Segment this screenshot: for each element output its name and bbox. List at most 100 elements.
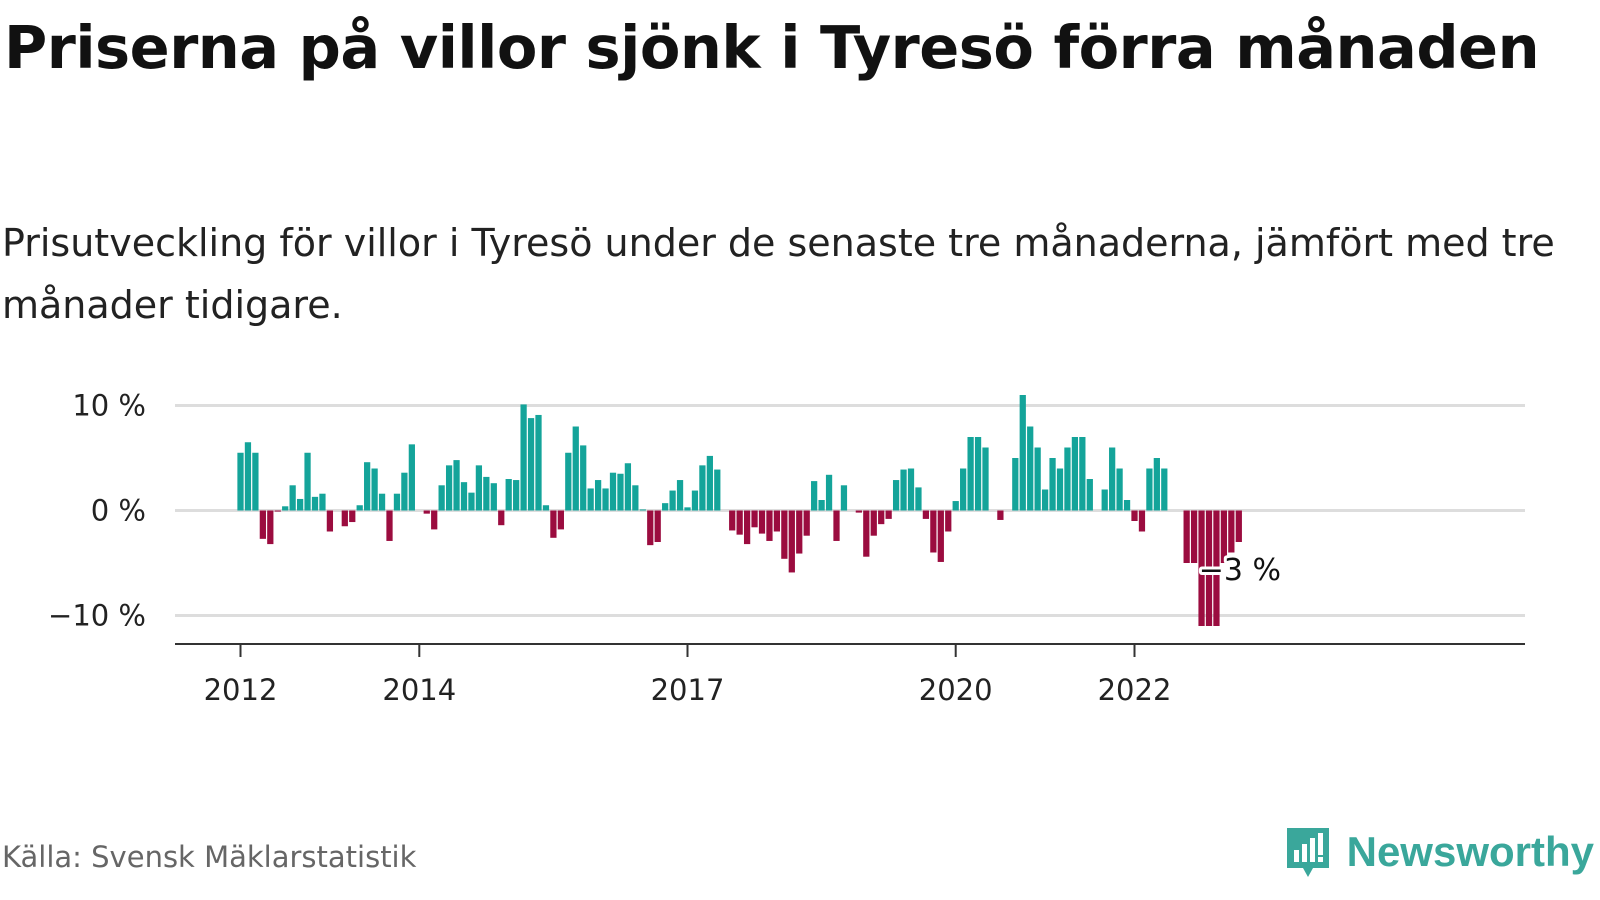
bar xyxy=(1235,510,1242,542)
bar xyxy=(520,404,527,511)
bar xyxy=(1027,426,1034,511)
bar xyxy=(483,476,490,511)
bar xyxy=(393,493,401,511)
bar xyxy=(818,500,825,511)
bar xyxy=(505,479,512,511)
bar xyxy=(714,469,721,511)
bar xyxy=(654,510,661,542)
bar xyxy=(386,510,393,541)
bar xyxy=(803,510,810,536)
bar xyxy=(855,510,862,513)
x-tick-label: 2022 xyxy=(1098,673,1172,707)
bar xyxy=(766,510,773,541)
bar xyxy=(1012,458,1019,511)
source-note: Källa: Svensk Mäklarstatistik xyxy=(2,840,417,874)
bar xyxy=(729,510,736,531)
bar xyxy=(326,510,334,532)
bar xyxy=(341,510,348,527)
bar xyxy=(781,510,788,559)
bar xyxy=(952,501,959,511)
bar xyxy=(267,510,274,545)
bar xyxy=(1086,479,1093,511)
bar xyxy=(252,452,259,511)
bar xyxy=(900,469,907,511)
bar xyxy=(1213,510,1220,626)
bar xyxy=(296,498,304,511)
chart-subtitle: Prisutveckling för villor i Tyresö under… xyxy=(2,221,1555,327)
bar xyxy=(1056,468,1064,511)
bar xyxy=(542,505,550,511)
bar xyxy=(1183,510,1190,563)
bar xyxy=(237,452,244,511)
x-tick-label: 2012 xyxy=(204,673,278,707)
bar xyxy=(997,510,1004,520)
bar xyxy=(684,507,691,511)
bar xyxy=(289,485,296,511)
bar xyxy=(691,490,699,511)
bar xyxy=(274,510,281,512)
bar xyxy=(863,510,870,557)
bar xyxy=(870,510,877,536)
bar xyxy=(1019,395,1026,511)
bar xyxy=(624,463,632,511)
newsworthy-logo-icon xyxy=(1286,828,1329,877)
bar xyxy=(602,488,609,511)
bar xyxy=(878,510,885,525)
bar xyxy=(617,473,624,511)
y-tick-label: 0 % xyxy=(91,494,146,528)
x-tick-label: 2014 xyxy=(382,673,456,707)
bar xyxy=(1146,468,1153,511)
y-tick-label: −10 % xyxy=(48,599,146,633)
bar xyxy=(1161,468,1168,511)
bar xyxy=(647,510,654,546)
bar xyxy=(364,462,371,511)
bar xyxy=(378,493,386,511)
bar xyxy=(960,468,967,511)
bar xyxy=(922,510,930,519)
bar xyxy=(244,442,252,511)
bar xyxy=(1138,510,1146,532)
bar xyxy=(371,468,378,511)
bar xyxy=(1109,447,1116,511)
bar xyxy=(811,481,818,511)
bar-chart: 10 % 0 % −10 % 2012 2014 2017 2020 2022 −3 % xyxy=(48,389,1525,708)
bar xyxy=(431,510,438,530)
bar xyxy=(475,465,483,511)
bar xyxy=(311,496,319,511)
bar xyxy=(751,510,758,528)
bar xyxy=(1116,468,1123,511)
bar xyxy=(706,455,713,511)
brand-logo[interactable]: Newsworthy xyxy=(1283,822,1594,882)
bar xyxy=(1079,437,1086,511)
bar xyxy=(1064,447,1071,511)
bar xyxy=(1131,510,1138,521)
bar xyxy=(915,487,922,511)
bar xyxy=(676,480,684,511)
bars xyxy=(237,395,1242,626)
bar xyxy=(557,510,564,530)
bar xyxy=(1190,510,1198,563)
bar xyxy=(1123,500,1131,511)
bar xyxy=(885,510,892,519)
bar xyxy=(460,482,468,511)
bar xyxy=(282,506,289,511)
bar xyxy=(907,468,915,511)
labels: 10 % 0 % −10 % 2012 2014 2017 2020 2022 −3 % xyxy=(48,389,1284,708)
bar xyxy=(788,510,795,573)
bar xyxy=(758,510,766,534)
bar xyxy=(1153,458,1160,511)
bar xyxy=(594,480,602,511)
bar xyxy=(587,488,594,511)
bar xyxy=(513,480,520,511)
bar xyxy=(632,485,639,511)
bar xyxy=(796,510,803,554)
bar xyxy=(945,510,952,532)
bar xyxy=(937,510,944,562)
bar xyxy=(423,510,430,514)
bar xyxy=(527,418,535,511)
bar xyxy=(438,485,445,511)
bar xyxy=(535,414,542,511)
bar xyxy=(982,447,989,511)
brand-name: Newsworthy xyxy=(1346,828,1594,875)
bar xyxy=(565,452,572,511)
